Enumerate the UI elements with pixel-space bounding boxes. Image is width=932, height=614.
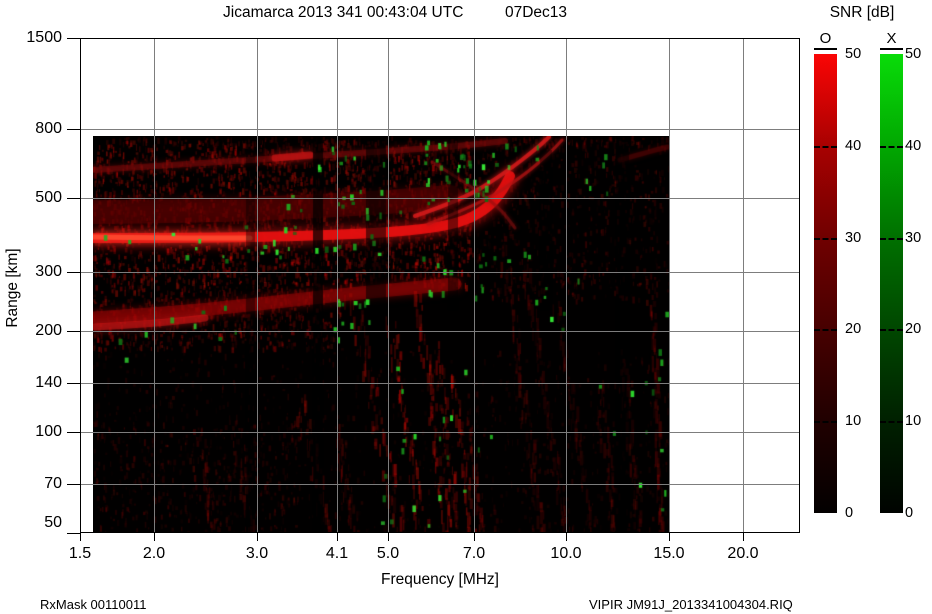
- x-tick-mark: [474, 533, 475, 541]
- colorbar-tick-label: 40: [845, 137, 862, 154]
- y-tick-mark: [67, 484, 80, 485]
- y-tick-label: 100: [35, 423, 62, 440]
- colorbar-tick-label: 0: [845, 505, 854, 521]
- x-tick-mark: [154, 533, 155, 541]
- x-tick-label: 2.0: [142, 545, 166, 562]
- colorbar-tick-label: 20: [905, 321, 922, 338]
- x-gridline: [337, 38, 338, 533]
- colorbar-tick-dash: [814, 421, 837, 424]
- colorbar-tick-label: 0: [905, 505, 914, 521]
- x-tick-mark: [566, 533, 567, 541]
- x-mode-colorbar: [880, 54, 903, 513]
- x-gridline: [669, 38, 670, 533]
- y-tick-mark: [67, 38, 80, 39]
- colorbar-tick-dash: [814, 145, 837, 148]
- x-tick-label: 3.0: [245, 545, 269, 562]
- colorbar-tick-label: 10: [845, 413, 862, 430]
- x-tick-label: 15.0: [653, 545, 685, 562]
- y-gridline: [80, 432, 800, 433]
- page-title-date: 07Dec13: [505, 4, 568, 21]
- y-tick-mark: [67, 331, 80, 332]
- colorbar-tick-label: 50: [845, 46, 862, 62]
- source-file-text: VIPIR JM91J_2013341004304.RIQ: [589, 597, 793, 612]
- y-tick-mark: [67, 432, 80, 433]
- colorbar-tick-dash: [814, 329, 837, 332]
- x-tick-label: 5.0: [376, 545, 400, 562]
- rxmask-text: RxMask 00110011: [40, 597, 147, 612]
- y-tick-label: 200: [35, 322, 62, 339]
- y-tick-mark: [67, 198, 80, 199]
- x-tick-label: 10.0: [550, 545, 582, 562]
- y-tick-label: 300: [35, 263, 62, 280]
- x-tick-mark: [669, 533, 670, 541]
- colorbar-tick-dash: [880, 421, 903, 424]
- y-gridline: [80, 272, 800, 273]
- x-tick-mark: [388, 533, 389, 541]
- y-gridline: [80, 198, 800, 199]
- y-tick-mark: [67, 533, 80, 534]
- x-tick-label: 20.0: [727, 545, 759, 562]
- x-gridline: [388, 38, 389, 533]
- y-tick-label: 1500: [26, 29, 62, 46]
- y-tick-mark: [67, 272, 80, 273]
- x-gridline: [743, 38, 744, 533]
- colorbar-tick-dash: [814, 237, 837, 240]
- plot-frame: [80, 38, 800, 533]
- y-gridline: [80, 129, 800, 130]
- x-tick-label: 7.0: [462, 545, 486, 562]
- colorbar-tick-label: 30: [905, 229, 922, 246]
- y-gridline: [80, 484, 800, 485]
- y-gridline: [80, 383, 800, 384]
- page-title: Jicamarca 2013 341 00:43:04 UTC: [223, 4, 464, 21]
- colorbar-tick-label: 30: [845, 229, 862, 246]
- o-mode-label: O: [814, 30, 837, 50]
- colorbar-tick-label: 50: [905, 46, 922, 62]
- x-tick-label: 1.5: [68, 545, 92, 562]
- y-tick-label: 50: [44, 514, 62, 531]
- colorbar-tick-dash: [880, 329, 903, 332]
- o-mode-colorbar: [814, 54, 837, 513]
- x-tick-label: 4.1: [325, 545, 349, 562]
- x-tick-mark: [337, 533, 338, 541]
- y-tick-mark: [67, 383, 80, 384]
- colorbar-title: SNR [dB]: [829, 4, 895, 21]
- y-tick-label: 500: [35, 189, 62, 206]
- x-gridline: [154, 38, 155, 533]
- x-axis-title: Frequency [MHz]: [380, 571, 499, 588]
- x-mode-label: X: [880, 30, 903, 50]
- colorbar-tick-dash: [880, 145, 903, 148]
- colorbar-tick-label: 40: [905, 137, 922, 154]
- x-tick-mark: [257, 533, 258, 541]
- y-gridline: [80, 331, 800, 332]
- x-gridline: [257, 38, 258, 533]
- x-gridline: [474, 38, 475, 533]
- y-tick-label: 800: [35, 120, 62, 137]
- y-tick-label: 70: [44, 475, 62, 492]
- x-tick-mark: [80, 533, 81, 541]
- colorbar-tick-label: 20: [845, 321, 862, 338]
- colorbar-tick-label: 10: [905, 413, 922, 430]
- ionogram-data-canvas: [93, 136, 670, 533]
- x-gridline: [566, 38, 567, 533]
- y-tick-label: 140: [35, 374, 62, 391]
- x-tick-mark: [743, 533, 744, 541]
- y-tick-mark: [67, 129, 80, 130]
- colorbar-tick-dash: [880, 237, 903, 240]
